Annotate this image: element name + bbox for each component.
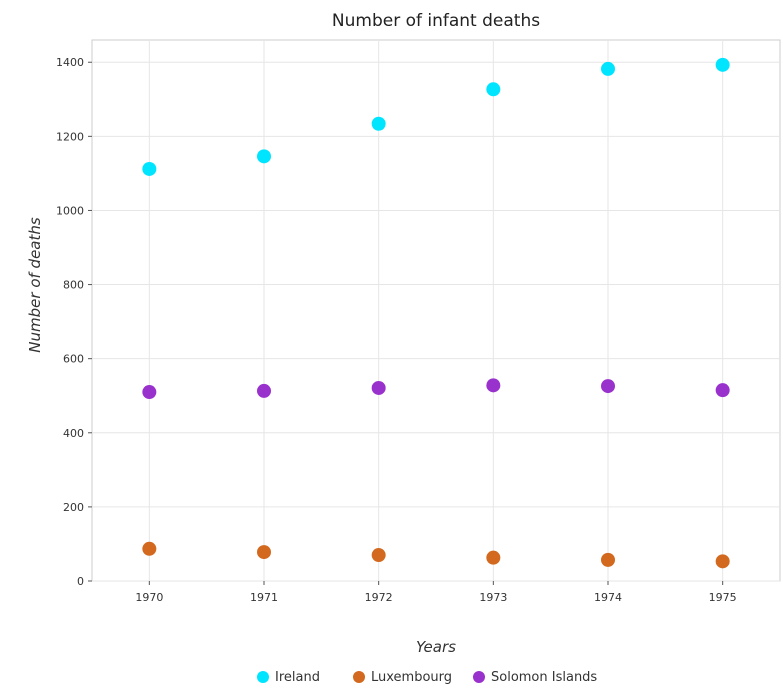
x-tick-label: 1974	[594, 591, 622, 604]
point-ireland-1971	[257, 149, 271, 164]
x-axis-title: Years	[416, 638, 456, 656]
point-luxembourg-1975	[715, 554, 730, 569]
point-solomon-islands-1971	[257, 383, 271, 398]
point-ireland-1972	[371, 116, 386, 131]
point-solomon-islands-1975	[715, 383, 730, 398]
y-axis-ticks: 0 200 400 600 800 1000 1200 1400	[56, 56, 92, 588]
y-tick-label: 600	[63, 353, 84, 366]
x-axis-ticks: 1970 1971 1972 1973 1974 1975	[135, 581, 737, 604]
point-luxembourg-1971	[257, 545, 271, 560]
x-tick-label: 1971	[250, 591, 278, 604]
y-tick-label: 1200	[56, 130, 84, 143]
point-solomon-islands-1970	[142, 385, 157, 400]
y-tick-label: 200	[63, 501, 84, 514]
legend-label: Ireland	[275, 670, 320, 685]
point-ireland-1973	[486, 82, 501, 97]
point-luxembourg-1972	[371, 548, 386, 563]
point-ireland-1974	[601, 61, 615, 76]
y-tick-label: 1000	[56, 204, 84, 217]
point-solomon-islands-1973	[486, 378, 501, 393]
y-tick-label: 0	[77, 575, 84, 588]
point-luxembourg-1974	[601, 552, 615, 567]
y-tick-label: 800	[63, 279, 84, 292]
legend-label: Luxembourg	[371, 670, 452, 685]
x-tick-label: 1970	[135, 591, 163, 604]
y-tick-label: 400	[63, 427, 84, 440]
point-luxembourg-1970	[142, 541, 157, 556]
x-tick-label: 1975	[709, 591, 737, 604]
data-points	[142, 57, 730, 569]
y-tick-label: 1400	[56, 56, 84, 69]
chart-title: Number of infant deaths	[332, 11, 540, 31]
plot-area	[91, 39, 781, 582]
point-ireland-1970	[142, 161, 157, 176]
legend-marker-ireland	[257, 671, 269, 683]
legend-marker-solomon-islands	[473, 671, 485, 683]
point-solomon-islands-1972	[371, 380, 386, 395]
legend: Ireland Luxembourg Solomon Islands	[257, 670, 597, 685]
legend-label: Solomon Islands	[491, 670, 597, 685]
point-luxembourg-1973	[486, 550, 501, 565]
x-tick-label: 1972	[365, 591, 393, 604]
y-axis-title: Number of deaths	[26, 217, 44, 353]
point-solomon-islands-1974	[601, 379, 615, 394]
x-tick-label: 1973	[479, 591, 507, 604]
point-ireland-1975	[715, 57, 730, 72]
legend-marker-luxembourg	[353, 671, 365, 683]
